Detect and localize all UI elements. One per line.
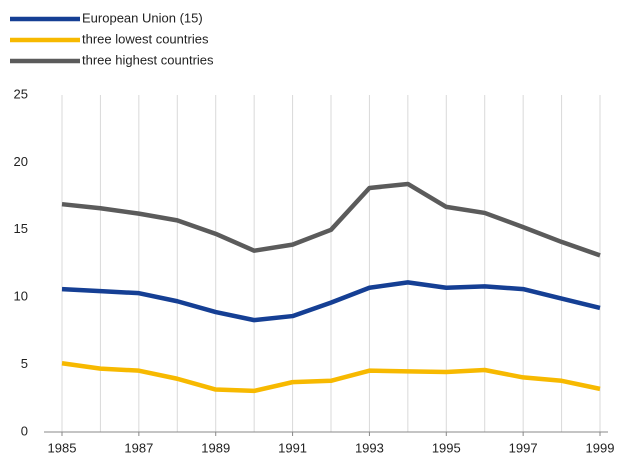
series-line <box>61 280 601 323</box>
y-tick-label: 0 <box>21 423 28 438</box>
legend-label: three lowest countries <box>82 31 209 46</box>
x-tick-label: 1993 <box>355 440 384 455</box>
y-tick-label: 20 <box>14 154 28 169</box>
legend-label: European Union (15) <box>82 10 203 25</box>
x-tick-label: 1985 <box>48 440 77 455</box>
y-tick-label: 5 <box>21 356 28 371</box>
legend-label: three highest countries <box>82 52 214 67</box>
series-line <box>61 361 601 394</box>
x-tick-label: 1995 <box>432 440 461 455</box>
x-tick-label: 1991 <box>278 440 307 455</box>
y-tick-label: 25 <box>14 86 28 101</box>
y-tick-label: 10 <box>14 289 28 304</box>
y-tick-label: 15 <box>14 221 28 236</box>
series-line <box>61 181 601 258</box>
x-tick-label: 1999 <box>586 440 615 455</box>
x-tick-label: 1987 <box>124 440 153 455</box>
x-tick-label: 1997 <box>509 440 538 455</box>
x-tick-label: 1989 <box>201 440 230 455</box>
